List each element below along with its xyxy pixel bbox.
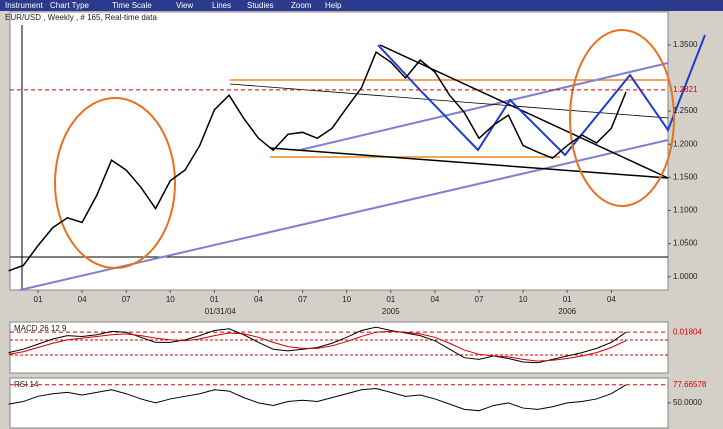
y-tick-label: 1.3500 [673, 40, 698, 49]
y-tick-label: 1.1500 [673, 172, 698, 181]
macd-title: MACD 26 12 9 [14, 324, 67, 333]
x-tick-label: 01 [210, 295, 219, 304]
x-tick-label: 04 [254, 295, 263, 304]
last-value-label: 1.2821 [673, 85, 698, 94]
x-tick-label: 07 [122, 295, 131, 304]
y-tick-label: 50.0000 [673, 398, 702, 407]
menu-item: Instrument [5, 1, 44, 10]
chart-title: EUR/USD , Weekly , # 165, Real-time data [5, 13, 157, 22]
x-tick-label: 04 [607, 295, 616, 304]
menu-item: Lines [212, 1, 231, 10]
trend-line [229, 83, 669, 119]
x-tick-label: 10 [519, 295, 528, 304]
price-panel [9, 11, 669, 291]
data-line [8, 330, 627, 362]
ellipse [54, 97, 176, 269]
zigzag [377, 34, 706, 157]
x-tick-label: 01 [386, 295, 395, 304]
y-tick-label: 1.2000 [673, 139, 698, 148]
menu-item: Studies [247, 1, 274, 10]
trend-line [269, 147, 669, 179]
menu-bar [0, 0, 723, 11]
last-value-label: 77.66578 [673, 380, 707, 389]
y-tick-label: 1.1000 [673, 206, 698, 215]
x-tick-label: 04 [78, 295, 87, 304]
menu-item: Time Scale [112, 1, 152, 10]
x-tick-label: 04 [430, 295, 439, 304]
x-sublabel: 01/31/04 [205, 307, 237, 316]
drawings [19, 29, 706, 291]
data-line [8, 326, 627, 364]
rsi-panel [9, 377, 669, 429]
x-tick-label: 07 [298, 295, 307, 304]
x-tick-label: 07 [475, 295, 484, 304]
last-value-label: 0.01804 [673, 327, 702, 336]
y-tick-label: 1.0500 [673, 239, 698, 248]
macd-panel [9, 321, 669, 374]
y-tick-label: 1.0000 [673, 272, 698, 281]
ellipse [569, 29, 675, 207]
trend-line [299, 62, 669, 151]
x-tick-label: 01 [563, 295, 572, 304]
menu-item: Zoom [291, 1, 312, 10]
data-line [8, 51, 627, 272]
menu-item: Chart Type [50, 1, 90, 10]
menu-item: Help [325, 1, 342, 10]
x-tick-label: 10 [166, 295, 175, 304]
data-line [8, 384, 627, 412]
menu-item: View [176, 1, 193, 10]
x-tick-label: 01 [34, 295, 43, 304]
y-tick-label: 1.2500 [673, 106, 698, 115]
x-sublabel: 2005 [382, 307, 400, 316]
x-tick-label: 10 [342, 295, 351, 304]
x-sublabel: 2006 [558, 307, 576, 316]
